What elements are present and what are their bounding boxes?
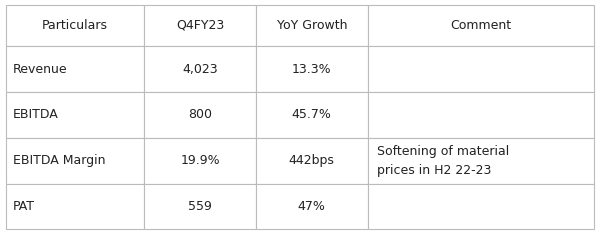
Bar <box>6 5 144 46</box>
Text: Comment: Comment <box>450 19 511 32</box>
Bar <box>368 46 594 92</box>
Bar <box>6 92 144 138</box>
Text: EBITDA Margin: EBITDA Margin <box>13 154 106 167</box>
Text: EBITDA: EBITDA <box>13 108 59 121</box>
Bar <box>256 92 368 138</box>
Text: Revenue: Revenue <box>13 63 68 76</box>
Bar <box>144 183 256 229</box>
Bar <box>256 138 368 183</box>
Text: PAT: PAT <box>13 200 35 213</box>
Bar <box>144 5 256 46</box>
Text: 442bps: 442bps <box>289 154 335 167</box>
Text: 800: 800 <box>188 108 212 121</box>
Bar <box>144 92 256 138</box>
Bar <box>256 46 368 92</box>
Bar <box>6 138 144 183</box>
Bar <box>368 183 594 229</box>
Text: YoY Growth: YoY Growth <box>277 19 347 32</box>
Bar <box>6 183 144 229</box>
Text: 4,023: 4,023 <box>182 63 218 76</box>
Bar <box>368 92 594 138</box>
Bar <box>144 138 256 183</box>
Text: 13.3%: 13.3% <box>292 63 332 76</box>
Text: 559: 559 <box>188 200 212 213</box>
Text: 19.9%: 19.9% <box>180 154 220 167</box>
Bar <box>368 5 594 46</box>
Text: Softening of material
prices in H2 22-23: Softening of material prices in H2 22-23 <box>377 145 509 177</box>
Bar <box>256 183 368 229</box>
Bar <box>368 138 594 183</box>
Text: Q4FY23: Q4FY23 <box>176 19 224 32</box>
Bar <box>6 46 144 92</box>
Text: 45.7%: 45.7% <box>292 108 332 121</box>
Bar <box>256 5 368 46</box>
Text: 47%: 47% <box>298 200 326 213</box>
Bar <box>144 46 256 92</box>
Text: Particulars: Particulars <box>42 19 108 32</box>
